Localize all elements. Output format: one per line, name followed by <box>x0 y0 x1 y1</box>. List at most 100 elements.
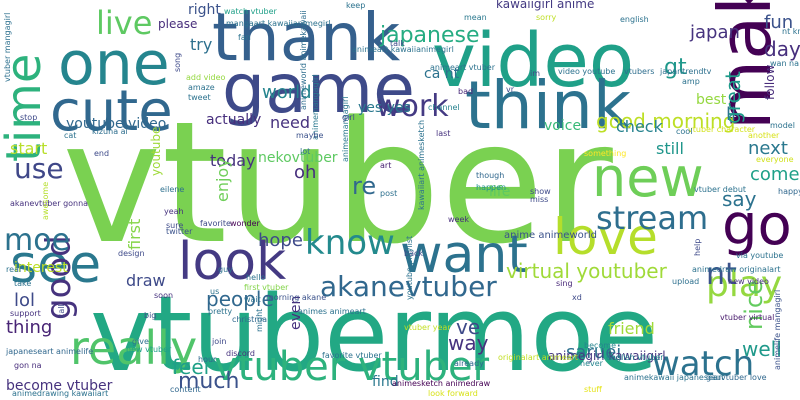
cloud-word-see: see <box>10 235 101 295</box>
cloud-word-please: please <box>158 17 197 31</box>
cloud-word-new: new <box>592 146 704 209</box>
cloud-word-something: something <box>584 149 626 158</box>
cloud-word-kawaiigirl-anime: kawaiigirl anime <box>496 0 594 11</box>
cloud-word-watch: watch <box>652 344 754 384</box>
cloud-word-enjoy: enjoy <box>213 158 232 202</box>
cloud-word-well: well <box>742 337 782 361</box>
cloud-word-though: though <box>476 171 504 180</box>
cloud-word-soon: soon <box>154 291 173 300</box>
cloud-word-morning-akane: morning akane <box>266 293 326 302</box>
cloud-word-watch-vtuber: watch vtuber <box>224 7 278 16</box>
cloud-word-japan: japan <box>689 22 740 43</box>
cloud-word-japaneseart-animelife: japaneseart animelife <box>5 347 93 356</box>
cloud-word-xd: xd <box>572 293 582 302</box>
cloud-word-end: end <box>94 149 109 158</box>
cloud-word-play: play <box>706 264 782 305</box>
cloud-word-draw: draw <box>126 271 166 290</box>
cloud-word-via-youtube: via youtube <box>736 251 783 260</box>
cloud-word-song: song <box>173 53 182 72</box>
cloud-word-virtual-youtuber: virtual youtuber <box>506 259 668 283</box>
cloud-word-nt: nt <box>706 257 737 292</box>
cloud-word-akanevtuber: akanevtuber <box>320 270 497 303</box>
cloud-word-lot: lot <box>300 147 310 156</box>
cloud-word-guy: guy <box>218 265 233 274</box>
cloud-word-help: help <box>693 239 702 256</box>
cloud-word-become-vtuber: become vtuber <box>6 378 113 394</box>
cloud-word-english-vtuber: english vtuber <box>606 353 664 362</box>
cloud-word-join: join <box>211 337 226 346</box>
cloud-word-never: never <box>580 359 604 368</box>
cloud-word-new-vtuber: new vtuber <box>126 345 172 354</box>
cloud-word-design: design <box>118 249 145 258</box>
cloud-word-everyone: everyone <box>756 155 794 164</box>
cloud-word-game: game <box>222 50 415 129</box>
cloud-word-people: people <box>206 287 274 311</box>
cloud-word-favorite-vtuber: favorite vtuber <box>322 351 382 360</box>
cloud-word-big: big <box>144 311 156 320</box>
cloud-word-show: show <box>530 187 551 196</box>
cloud-word-give: give <box>132 337 149 346</box>
cloud-word-bad: bad <box>458 87 473 96</box>
cloud-word-animelife-mangagirl: animelife mangagirl <box>773 290 782 370</box>
cloud-word-sorry: sorry <box>536 13 557 22</box>
cloud-word-ll: ll <box>726 104 736 125</box>
cloud-word-right: right <box>188 2 221 18</box>
cloud-word-youtube-playlist: youtube playlist <box>405 236 414 300</box>
cloud-word-want: want <box>400 225 528 285</box>
cloud-word-fan: fan <box>238 33 251 42</box>
cloud-word-vtuber-mangagirl: vtuber mangagirl <box>3 13 12 82</box>
cloud-word-love: love <box>553 208 658 266</box>
cloud-word-best: best <box>696 92 727 108</box>
cloud-word-nice: nice <box>740 280 768 330</box>
cloud-word-last: last <box>436 129 450 138</box>
cloud-word-animedrawing-kawaiiart: animedrawing kawaiiart <box>12 389 108 398</box>
cloud-word-animeart-kawaiianimegirl: animeart kawaiianimegirl <box>352 45 454 54</box>
cloud-word-work: work <box>376 89 449 124</box>
cloud-word-cute: cute <box>50 79 173 144</box>
cloud-word-go: go <box>722 193 792 258</box>
cloud-word-animegirl-kawaiigirl: animegirl kawaiigirl <box>548 349 666 363</box>
cloud-word-pretty: pretty <box>208 307 232 316</box>
cloud-word-eilene: eilene <box>160 185 184 194</box>
cloud-word-sure: sure <box>166 221 183 230</box>
cloud-word-actually: actually <box>206 112 261 128</box>
cloud-word-fun: fun <box>764 12 793 33</box>
cloud-word-good-morning: good morning <box>596 109 735 133</box>
cloud-word-check: check <box>616 117 664 136</box>
cloud-word-animekawaii-japaneseart: animekawaii japaneseart <box>624 373 724 382</box>
cloud-word-sing: sing <box>556 279 573 288</box>
cloud-word-ve: ve <box>456 315 480 339</box>
cloud-word-english: english <box>620 15 649 24</box>
cloud-word-happy: happy <box>778 187 800 196</box>
cloud-word-yeah: yeah <box>164 207 184 216</box>
cloud-word-video: video <box>432 18 634 104</box>
cloud-word-vtuber-debut: vtuber debut <box>694 185 746 194</box>
cloud-word-japanese: japanese <box>379 23 480 48</box>
cloud-word-cat: cat <box>64 131 76 140</box>
cloud-word-another: another <box>748 131 780 140</box>
cloud-word-wait: wait <box>244 295 261 304</box>
cloud-word-wan-na: wan na <box>770 59 799 68</box>
cloud-word-even: even <box>288 296 304 330</box>
cloud-word-youtube: youtube <box>149 127 163 176</box>
cloud-word-us: us <box>210 287 219 296</box>
cloud-word-world: world <box>262 82 312 103</box>
cloud-word-come: come <box>750 164 800 185</box>
cloud-word-saruei: saruei <box>566 342 621 363</box>
cloud-word-need: need <box>270 113 310 132</box>
cloud-word-voice: voice <box>544 118 581 134</box>
cloud-word-stop: stop <box>20 113 37 122</box>
cloud-word-talk: talk <box>390 39 405 48</box>
cloud-word-vtuber-character: vtuber character <box>688 125 756 134</box>
cloud-word-start: start <box>10 139 47 158</box>
cloud-word-become: become <box>584 341 616 350</box>
cloud-word-first-vtuber: first vtuber <box>244 283 289 292</box>
cloud-word-amaze: amaze <box>188 83 215 92</box>
cloud-word-miss: miss <box>530 195 548 204</box>
cloud-word-one: one <box>58 29 170 99</box>
cloud-word-re: re <box>352 172 376 200</box>
cloud-word-already: already <box>454 359 484 368</box>
cloud-word-know: know <box>305 223 395 263</box>
cloud-word-week: week <box>448 215 469 224</box>
cloud-word-tweet: tweet <box>188 93 211 102</box>
